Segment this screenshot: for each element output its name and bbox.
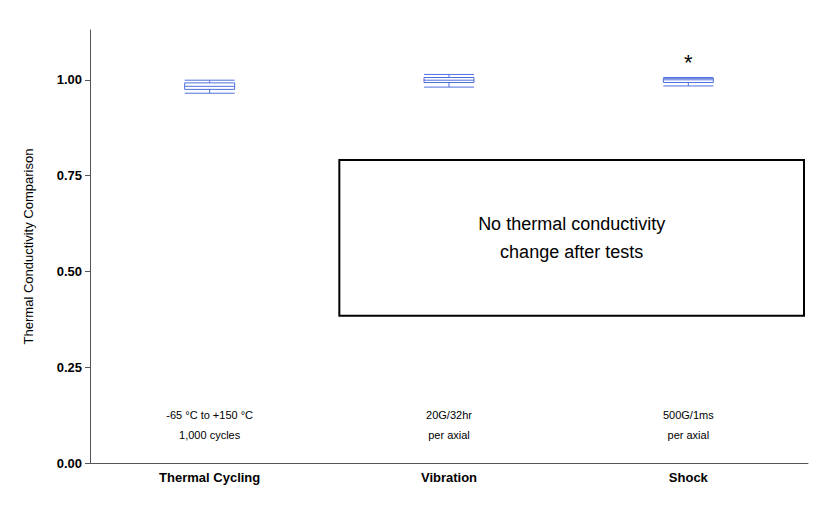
svg-text:1.00: 1.00 bbox=[57, 72, 82, 87]
svg-text:change after tests: change after tests bbox=[500, 242, 643, 262]
svg-text:1,000 cycles: 1,000 cycles bbox=[179, 429, 241, 441]
svg-text:Shock: Shock bbox=[669, 470, 709, 485]
svg-text:0.00: 0.00 bbox=[57, 456, 82, 471]
svg-text:*: * bbox=[684, 50, 693, 75]
svg-text:No thermal conductivity: No thermal conductivity bbox=[478, 214, 665, 234]
svg-text:Vibration: Vibration bbox=[421, 470, 477, 485]
svg-text:20G/32hr: 20G/32hr bbox=[426, 409, 472, 421]
svg-text:-65 °C to +150 °C: -65 °C to +150 °C bbox=[166, 409, 253, 421]
svg-text:0.75: 0.75 bbox=[57, 168, 82, 183]
svg-text:0.25: 0.25 bbox=[57, 360, 82, 375]
svg-text:0.50: 0.50 bbox=[57, 264, 82, 279]
svg-text:Thermal Cycling: Thermal Cycling bbox=[159, 470, 260, 485]
svg-text:Thermal Conductivity Compariso: Thermal Conductivity Comparison bbox=[21, 149, 36, 345]
svg-text:500G/1ms: 500G/1ms bbox=[663, 409, 714, 421]
svg-text:per axial: per axial bbox=[428, 429, 470, 441]
svg-text:per axial: per axial bbox=[668, 429, 710, 441]
